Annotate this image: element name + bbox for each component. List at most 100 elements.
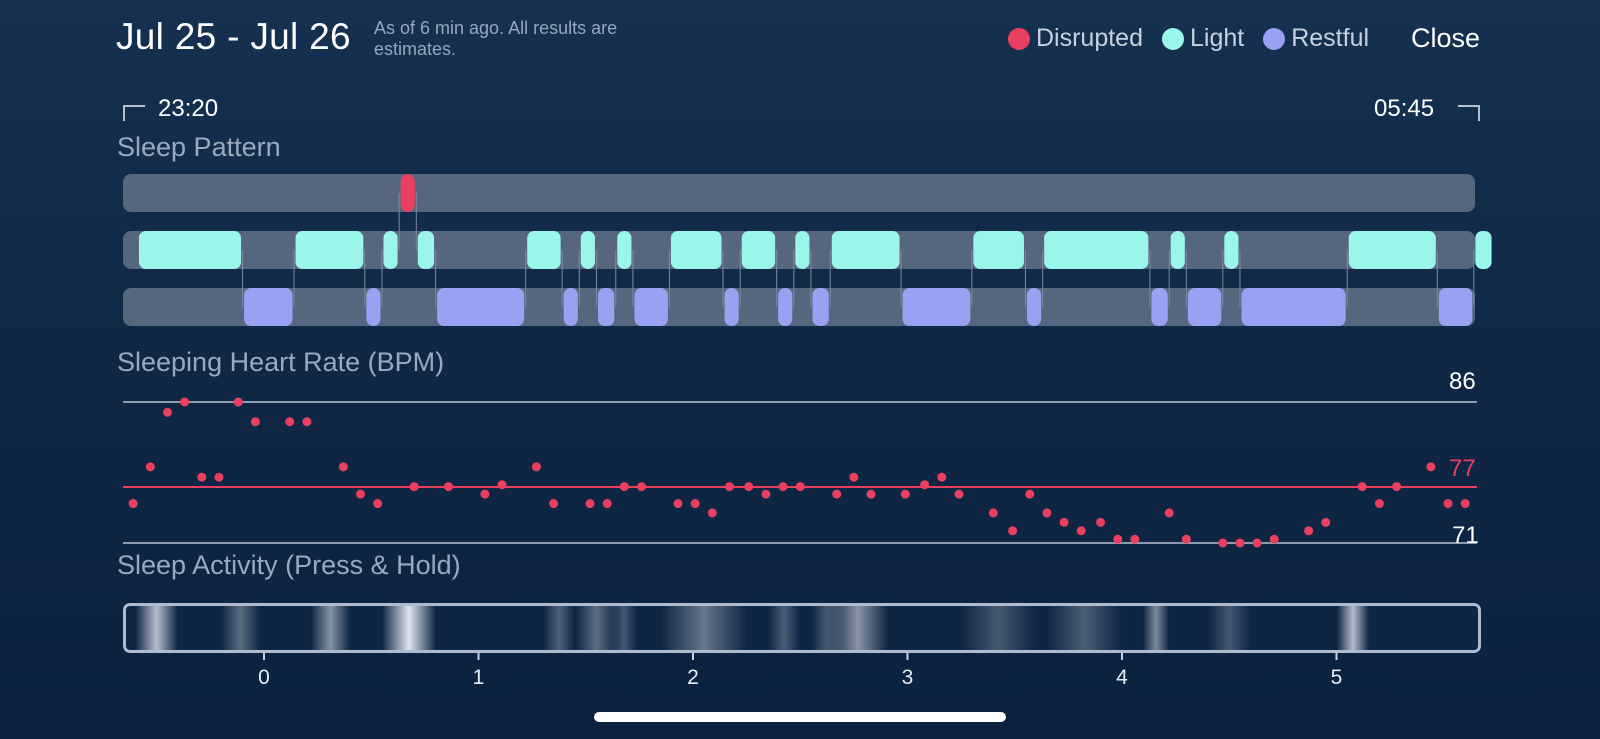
restful-segment: [1438, 288, 1473, 326]
hr-point: [954, 489, 964, 499]
light-segment: [580, 231, 595, 269]
light-segment: [1224, 231, 1239, 269]
activity-band: [575, 606, 618, 650]
light-segment: [138, 231, 242, 269]
hr-point: [1059, 517, 1069, 527]
hr-point: [866, 489, 876, 499]
hr-point: [920, 480, 930, 490]
hr-point: [1076, 526, 1086, 536]
home-indicator[interactable]: [594, 712, 1006, 722]
hr-point: [937, 472, 947, 482]
hr-point: [900, 489, 910, 499]
disrupted-segment: [400, 174, 415, 212]
hr-point: [585, 499, 595, 509]
stage-segments: [138, 174, 1492, 326]
hr-point: [409, 482, 419, 492]
light-segment: [1170, 231, 1185, 269]
range-end-bracket-icon: [1458, 105, 1480, 121]
heart-rate-title: Sleeping Heart Rate (BPM): [117, 347, 445, 377]
x-tick-label: 3: [901, 666, 914, 689]
light-segment: [741, 231, 776, 269]
sleep-pattern-chart[interactable]: [123, 174, 1492, 326]
x-tick-label: 5: [1330, 666, 1343, 689]
hr-point: [531, 462, 541, 472]
legend-disrupted: Disrupted: [1008, 24, 1143, 53]
hr-point: [285, 417, 295, 427]
hr-point: [214, 472, 224, 482]
legend-restful: Restful: [1263, 24, 1369, 53]
hr-point: [1181, 534, 1191, 544]
activity-band: [311, 606, 350, 650]
activity-band: [1143, 606, 1170, 650]
restful-segment: [597, 288, 615, 326]
hr-point: [1025, 489, 1035, 499]
hr-point: [1235, 538, 1245, 548]
hr-point: [1252, 538, 1262, 548]
as-of-note: As of 6 min ago. All results are estimat…: [374, 18, 618, 59]
hr-point: [795, 482, 805, 492]
activity-band: [1207, 606, 1251, 650]
activity-band: [828, 606, 889, 650]
hr-point: [443, 482, 453, 492]
hr-point: [1304, 526, 1314, 536]
hr-point: [497, 480, 507, 490]
light-segment: [1044, 231, 1149, 269]
hr-point: [128, 499, 138, 509]
light-dot-icon: [1162, 27, 1184, 50]
light-segment: [617, 231, 632, 269]
hr-point: [250, 417, 260, 427]
hr-point: [673, 499, 683, 509]
restful-segment: [1026, 288, 1042, 326]
light-segment: [831, 231, 900, 269]
hr-points: [128, 397, 1470, 548]
restful-segment: [902, 288, 971, 326]
activity-band: [1336, 606, 1369, 650]
light-segment: [1348, 231, 1436, 269]
hr-point: [1357, 482, 1367, 492]
hr-point: [744, 482, 754, 492]
hr-point: [761, 489, 771, 499]
light-segment: [383, 231, 398, 269]
hr-point: [356, 489, 366, 499]
hr-point: [145, 462, 155, 472]
start-time: 23:20: [158, 95, 219, 122]
hr-point: [778, 482, 788, 492]
hr-point: [1392, 482, 1402, 492]
hr-point: [988, 508, 998, 518]
close-button[interactable]: Close: [1411, 23, 1481, 53]
x-tick-label: 0: [258, 666, 270, 689]
hr-max-label: 86: [1449, 368, 1476, 395]
stage-connectors: [242, 193, 1475, 307]
hr-point: [1460, 499, 1470, 509]
legend-label: Light: [1190, 24, 1245, 52]
hr-point: [690, 499, 700, 509]
hr-point: [233, 397, 243, 407]
hr-point: [1374, 499, 1384, 509]
hr-point: [338, 462, 348, 472]
x-tick-label: 1: [472, 666, 485, 689]
hr-point: [1164, 508, 1174, 518]
hr-min-label: 71: [1452, 522, 1479, 549]
legend: Disrupted Light Restful: [1008, 24, 1388, 53]
sleep-activity-strip[interactable]: [123, 603, 1481, 653]
activity-band: [135, 606, 179, 650]
activity-band: [611, 606, 638, 650]
hr-point: [549, 499, 559, 509]
sleep-pattern-title: Sleep Pattern: [117, 132, 281, 162]
x-tick-label: 2: [687, 666, 699, 689]
hr-point: [1113, 534, 1123, 544]
end-time: 05:45: [1374, 95, 1435, 122]
restful-segment: [437, 288, 525, 326]
disrupted-track: [123, 174, 1475, 212]
light-segment: [973, 231, 1024, 269]
hr-point: [849, 472, 859, 482]
hr-point: [724, 482, 734, 492]
hr-point: [1218, 538, 1228, 548]
restful-segment: [244, 288, 293, 326]
heart-rate-chart[interactable]: [123, 397, 1477, 548]
light-segment: [1475, 231, 1492, 269]
hr-point: [197, 472, 207, 482]
hr-point: [602, 499, 612, 509]
restful-segment: [812, 288, 829, 326]
x-tick-label: 4: [1116, 666, 1128, 689]
